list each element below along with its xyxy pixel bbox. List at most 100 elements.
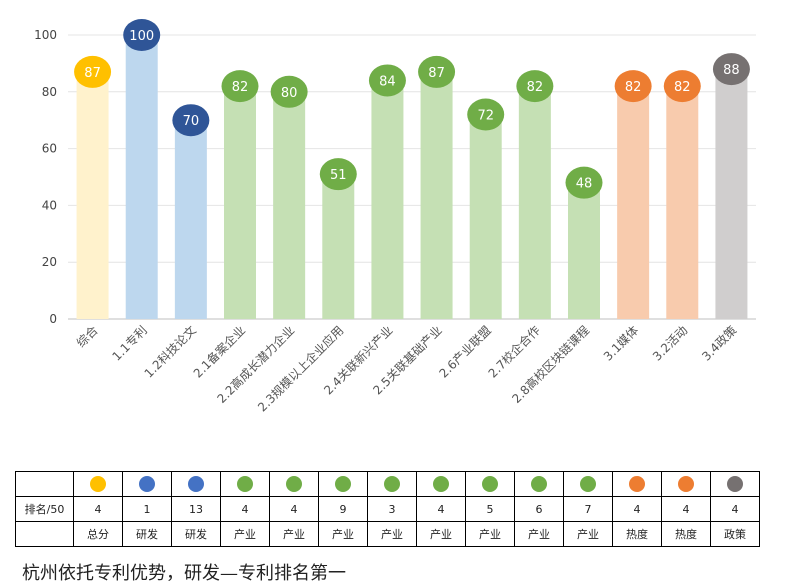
group-cell: 产业	[465, 521, 515, 547]
data-label-bubble	[172, 104, 210, 137]
data-label: 80	[281, 86, 298, 101]
data-label-bubble	[565, 166, 603, 199]
data-label: 48	[576, 177, 593, 192]
table-color-cell	[318, 471, 368, 497]
group-cell: 产业	[563, 521, 613, 547]
bar	[666, 86, 699, 320]
rank-cell: 4	[710, 496, 760, 522]
data-label-bubble	[467, 98, 505, 131]
rank-cell: 1	[122, 496, 172, 522]
bar	[420, 71, 453, 319]
color-dot-icon	[482, 476, 498, 492]
rank-cell: 4	[220, 496, 270, 522]
bar	[469, 114, 502, 320]
data-label: 72	[477, 109, 494, 124]
y-tick-label: 100	[34, 28, 57, 42]
y-tick-label: 80	[42, 85, 57, 99]
data-label: 82	[232, 80, 249, 95]
x-tick-label: 3.2活动	[650, 323, 690, 363]
table-row-ranks: 排名/50 4 1 13 4 4 9 3 4 5 6 7 4 4 4	[15, 496, 760, 522]
rank-cell: 4	[73, 496, 123, 522]
rank-row-header: 排名/50	[15, 496, 74, 522]
group-cell: 热度	[612, 521, 662, 547]
group-cell: 产业	[318, 521, 368, 547]
bar	[568, 182, 600, 319]
rank-cell: 4	[661, 496, 711, 522]
data-label-bubble	[319, 158, 357, 191]
data-label: 51	[330, 168, 347, 183]
table-color-cell	[220, 471, 270, 497]
bar	[76, 71, 109, 319]
data-label: 82	[674, 80, 691, 95]
rank-cell: 5	[465, 496, 515, 522]
bar	[224, 86, 256, 320]
color-dot-icon	[335, 476, 351, 492]
table-corner-cell-bottom	[15, 521, 74, 547]
x-tick-label: 2.3规模以上企业应用	[254, 323, 346, 415]
bar	[273, 91, 306, 319]
rank-cell: 4	[612, 496, 662, 522]
table-color-cell	[367, 471, 417, 497]
bar	[518, 86, 551, 320]
data-label-bubble	[221, 70, 259, 103]
data-label-bubble	[614, 70, 652, 103]
bar	[125, 35, 158, 319]
color-dot-icon	[384, 476, 400, 492]
bar	[715, 69, 748, 319]
group-cell: 热度	[661, 521, 711, 547]
rank-cell: 4	[416, 496, 466, 522]
data-label-bubble	[123, 19, 161, 51]
data-label: 100	[129, 29, 154, 44]
data-label: 87	[84, 66, 101, 81]
table-color-cell	[122, 471, 172, 497]
color-dot-icon	[580, 476, 596, 492]
y-tick-label: 20	[42, 255, 57, 269]
group-cell: 产业	[269, 521, 319, 547]
table-color-cell	[661, 471, 711, 497]
data-label: 70	[183, 114, 200, 129]
x-tick-label: 1.1专利	[109, 323, 150, 364]
data-label: 84	[379, 74, 396, 89]
data-label: 82	[527, 80, 544, 95]
data-label-bubble	[712, 53, 750, 86]
data-label-bubble	[74, 55, 112, 88]
table-color-cell	[563, 471, 613, 497]
x-tick-label: 3.1媒体	[601, 323, 641, 363]
table-color-cell	[416, 471, 466, 497]
x-tick-label: 3.4政策	[699, 323, 739, 363]
group-cell: 研发	[122, 521, 172, 547]
color-dot-icon	[139, 476, 155, 492]
rank-cell: 4	[269, 496, 319, 522]
color-dot-icon	[433, 476, 449, 492]
bar	[371, 80, 404, 319]
color-dot-icon	[727, 476, 743, 492]
group-cell: 总分	[73, 521, 123, 547]
color-dot-icon	[90, 476, 106, 492]
color-dot-icon	[237, 476, 253, 492]
bar-chart: 02040608010087综合1001.1专利701.2科技论文822.1备案…	[34, 19, 756, 415]
rank-cell: 13	[171, 496, 221, 522]
table-row-groups: 总分 研发 研发 产业 产业 产业 产业 产业 产业 产业 产业 热度 热度 政策	[15, 521, 760, 547]
color-dot-icon	[678, 476, 694, 492]
data-label-bubble	[270, 75, 308, 108]
bar	[174, 120, 207, 319]
y-tick-label: 0	[49, 312, 57, 326]
rank-cell: 6	[514, 496, 564, 522]
bar	[617, 86, 650, 320]
y-tick-label: 60	[42, 142, 57, 156]
table-color-cell	[269, 471, 319, 497]
group-cell: 产业	[514, 521, 564, 547]
table-color-cell	[710, 471, 760, 497]
group-cell: 产业	[220, 521, 270, 547]
data-label: 88	[723, 63, 740, 78]
rank-cell: 7	[563, 496, 613, 522]
table-color-cell	[612, 471, 662, 497]
page-caption: 杭州依托专利优势，研发—专利排名第一	[22, 563, 346, 584]
color-dot-icon	[629, 476, 645, 492]
rank-cell: 9	[318, 496, 368, 522]
table-row-colors	[15, 471, 760, 497]
y-tick-label: 40	[42, 198, 57, 212]
data-label-bubble	[368, 64, 406, 97]
bar	[322, 174, 355, 319]
color-dot-icon	[531, 476, 547, 492]
